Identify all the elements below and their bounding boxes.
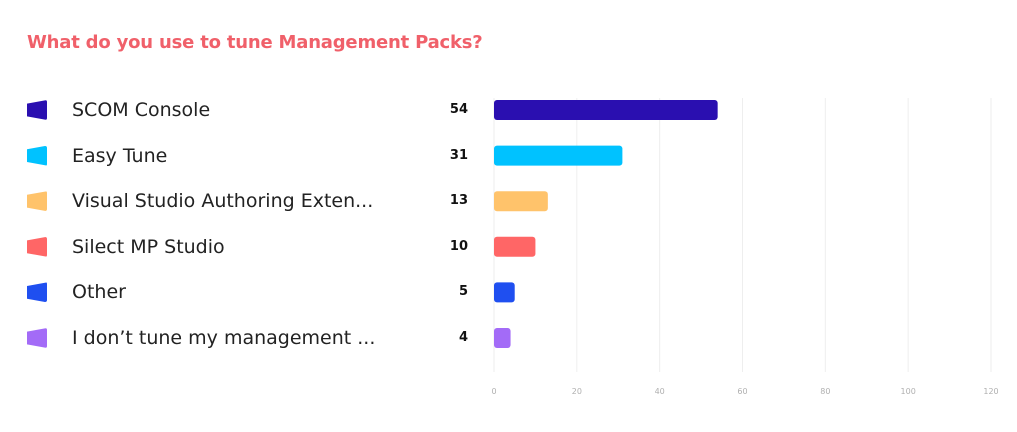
data-label: 31: [449, 147, 468, 163]
legend-label: SCOM Console: [72, 99, 211, 121]
chart-title: What do you use to tune Management Packs…: [27, 32, 483, 53]
data-label: 54: [449, 102, 468, 117]
bar[interactable]: [494, 100, 718, 120]
x-tick-label: 100: [901, 387, 916, 396]
legend-swatch-icon: [27, 100, 47, 120]
legend-item: Visual Studio Authoring Exten...: [27, 189, 373, 213]
legend-label: Other: [72, 281, 126, 304]
bar[interactable]: [494, 328, 511, 348]
data-label: 4: [458, 330, 468, 345]
data-label: 13: [449, 193, 468, 209]
legend-label: I don’t tune my management ...: [72, 327, 376, 349]
x-tick-label: 60: [737, 387, 747, 396]
bar[interactable]: [494, 282, 515, 303]
legend-swatch-icon: [27, 328, 47, 348]
legend-item: Other: [27, 280, 126, 304]
legend-swatch-icon: [27, 145, 47, 166]
legend-label: Silect MP Studio: [72, 235, 225, 258]
bar[interactable]: [494, 191, 548, 212]
legend-item: SCOM Console: [27, 98, 210, 122]
x-tick-label: 80: [820, 387, 830, 396]
legend-item: I don’t tune my management ...: [27, 326, 375, 350]
x-tick-label: 40: [655, 387, 665, 396]
legend-swatch-icon: [27, 282, 47, 303]
legend-label: Easy Tune: [72, 144, 168, 167]
legend-label: Visual Studio Authoring Exten...: [72, 190, 374, 213]
bar[interactable]: [494, 145, 623, 166]
legend-swatch-icon: [27, 191, 47, 212]
x-tick-label: 20: [572, 387, 582, 396]
legend-item: Easy Tune: [27, 144, 167, 168]
legend-item: Silect MP Studio: [27, 235, 225, 259]
legend-swatch-icon: [27, 236, 47, 257]
bar[interactable]: [494, 236, 536, 257]
x-tick-label: 0: [491, 387, 496, 396]
data-label: 10: [449, 238, 468, 254]
x-tick-label: 120: [983, 387, 998, 396]
data-label: 5: [458, 284, 468, 300]
